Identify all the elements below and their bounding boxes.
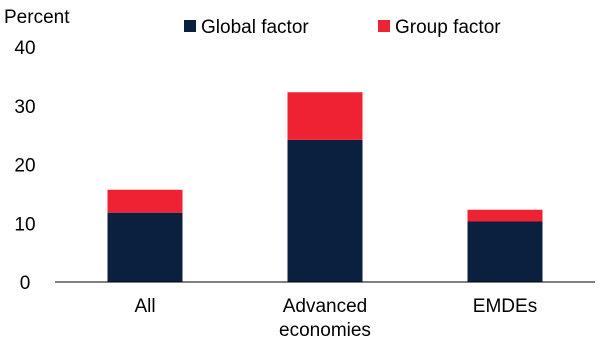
y-axis-unit-label: Percent <box>4 7 70 28</box>
bar-global-factor <box>107 212 183 282</box>
legend-label-group-factor: Group factor <box>395 17 501 38</box>
x-category-label: Advanced <box>283 296 368 317</box>
y-tick-label: 30 <box>14 97 35 118</box>
bar-group-factor <box>467 209 543 222</box>
legend-label-global-factor: Global factor <box>201 17 309 38</box>
y-tick-label: 20 <box>14 156 35 177</box>
bar-group-factor <box>107 189 183 213</box>
x-axis-labels: All Advanced economies EMDEs <box>134 296 537 341</box>
bar-global-factor <box>287 139 363 282</box>
legend: Global factor Group factor <box>184 17 501 38</box>
bars <box>107 92 543 282</box>
y-axis-ticks: 0 10 20 30 40 <box>14 38 35 294</box>
bar-global-factor <box>467 221 543 282</box>
legend-swatch-global-factor <box>184 20 196 32</box>
x-category-label: All <box>134 296 155 317</box>
bar-group-factor <box>287 92 363 140</box>
y-tick-label: 10 <box>14 214 35 235</box>
x-category-label: economies <box>279 320 371 341</box>
legend-swatch-group-factor <box>378 20 390 32</box>
x-category-label: EMDEs <box>473 296 537 317</box>
y-tick-label: 40 <box>14 38 35 59</box>
y-tick-label: 0 <box>20 273 31 294</box>
